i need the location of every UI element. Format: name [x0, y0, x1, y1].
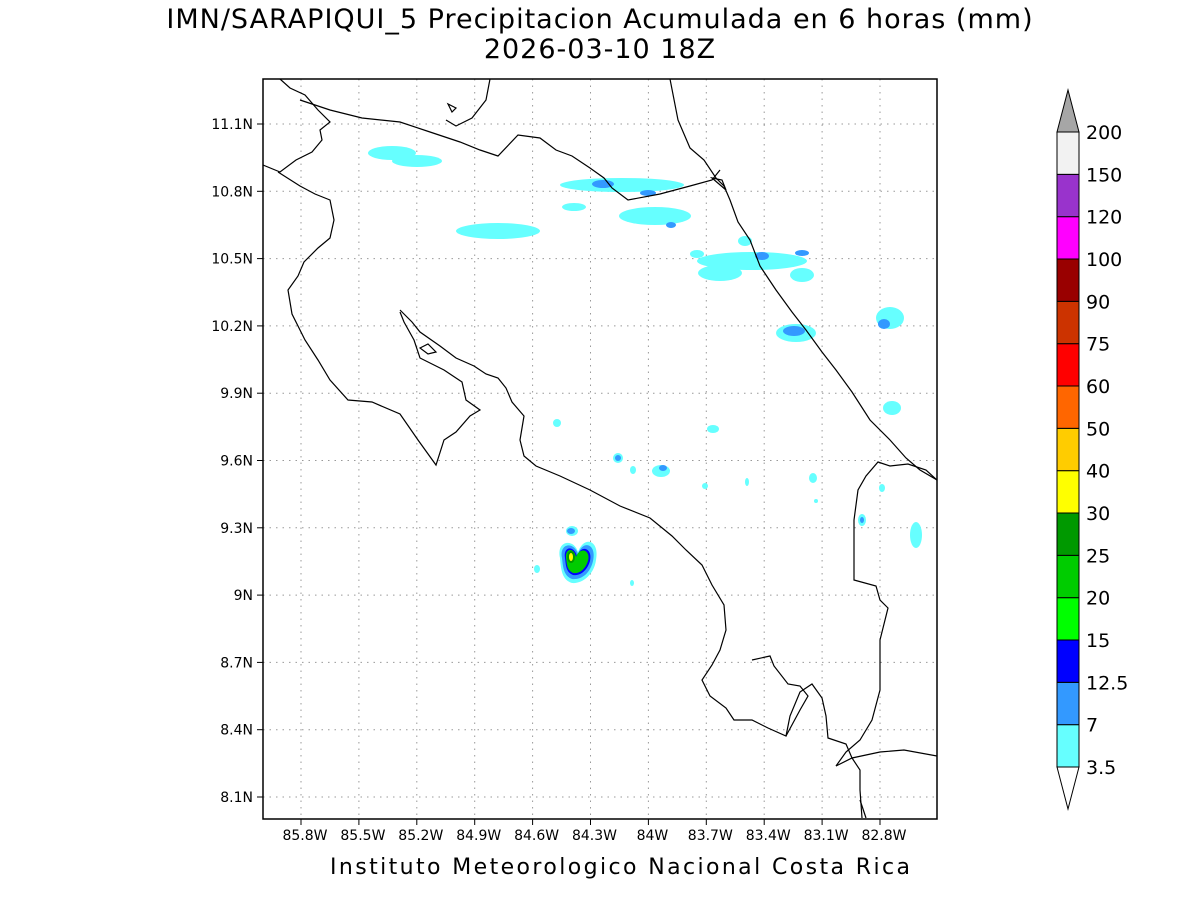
- lon-label: 84W: [637, 828, 669, 844]
- lat-label: 9.6N: [220, 454, 253, 470]
- lat-label: 8.4N: [220, 723, 253, 739]
- coastline-and-borders: [263, 79, 937, 819]
- lat-label: 9.3N: [220, 521, 253, 537]
- lon-label: 83.7W: [688, 828, 733, 844]
- footer-credit: Instituto Meteorologico Nacional Costa R…: [330, 855, 913, 880]
- lon-label: 85.2W: [398, 828, 443, 844]
- lat-label: 10.5N: [211, 252, 253, 268]
- lon-label: 83.1W: [804, 828, 849, 844]
- lon-label: 85.8W: [282, 828, 327, 844]
- map-datetime: 2026-03-10 18Z: [483, 34, 717, 65]
- lat-label: 11.1N: [211, 117, 253, 133]
- lon-label: 84.6W: [514, 828, 559, 844]
- lat-label: 8.7N: [220, 655, 253, 671]
- lat-label: 8.1N: [220, 790, 253, 806]
- lon-label: 84.9W: [456, 828, 501, 844]
- lat-label: 10.2N: [211, 319, 253, 335]
- lon-label: 82.8W: [861, 828, 906, 844]
- lat-label: 10.8N: [211, 184, 253, 200]
- axis-labels: 11.1N 10.8N 10.5N 10.2N 9.9N 9.6N 9.3N 9N 8.7N 8.…: [211, 117, 906, 844]
- map-title: IMN/SARAPIQUI_5 Precipitacion Acumulada …: [166, 4, 1034, 35]
- lon-label: 84.3W: [572, 828, 617, 844]
- lat-label: 9.9N: [220, 386, 253, 402]
- precipitation-field: [368, 146, 922, 586]
- lon-label: 83.4W: [746, 828, 791, 844]
- map-frame: [262, 78, 938, 820]
- lat-label: 9N: [234, 588, 253, 604]
- lon-label: 85.5W: [340, 828, 385, 844]
